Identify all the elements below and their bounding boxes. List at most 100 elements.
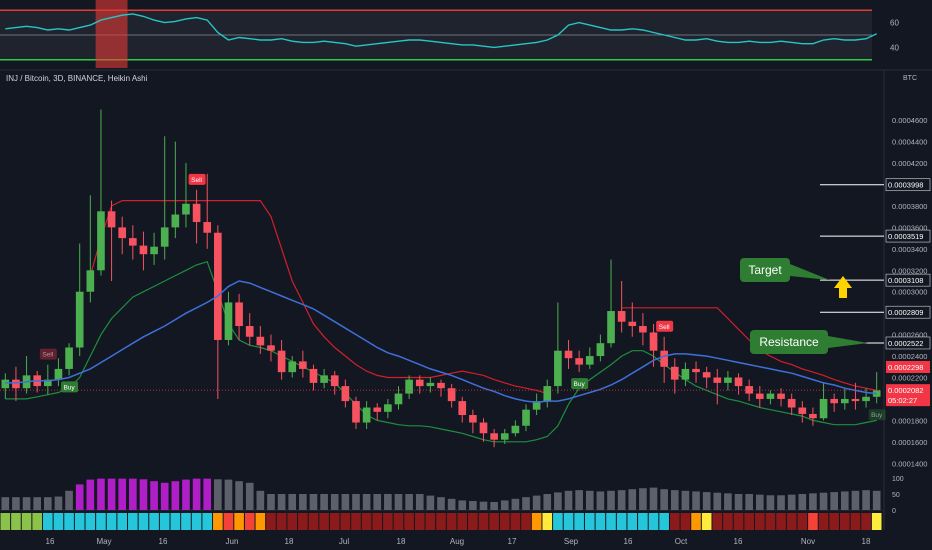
x-tick-label: 16 <box>734 537 743 546</box>
volume-bar <box>575 490 583 510</box>
state-cell <box>457 513 468 530</box>
state-cell <box>393 513 404 530</box>
candle-body <box>160 227 169 247</box>
candle-body <box>309 368 318 383</box>
candle-body <box>171 214 180 228</box>
volume-bar <box>798 494 807 510</box>
volume-bar <box>639 488 647 510</box>
candle-body <box>118 227 127 239</box>
candle-body <box>596 343 605 357</box>
state-cell <box>170 513 181 530</box>
volume-bar <box>628 489 637 510</box>
callout-label: Target <box>748 263 782 277</box>
state-cell <box>871 513 882 530</box>
price-tick-label: 0.0002200 <box>892 374 927 383</box>
price-tick-label: 0.0001400 <box>892 459 927 468</box>
volume-bar <box>819 492 828 510</box>
state-cell <box>468 513 478 530</box>
candle-body <box>522 409 530 426</box>
volume-bar <box>43 497 52 510</box>
signal-label: Buy <box>63 384 75 391</box>
candle-body <box>681 368 690 380</box>
state-cell <box>361 513 372 530</box>
state-cell <box>850 513 861 530</box>
x-tick-label: 18 <box>397 537 406 546</box>
state-cell <box>383 513 393 530</box>
candle-body <box>341 386 350 402</box>
candle-body <box>203 222 212 233</box>
volume-bar <box>150 481 158 510</box>
candle-body <box>394 393 403 405</box>
candle-body <box>352 401 360 423</box>
volume-bar <box>564 490 573 510</box>
candle-body <box>702 372 711 378</box>
candle-body <box>830 398 839 404</box>
volume-bar <box>75 484 84 510</box>
volume-bar <box>777 495 785 510</box>
signal-label: Sell <box>191 177 202 184</box>
candle-body <box>384 404 392 412</box>
state-cell <box>691 513 701 530</box>
candle-body <box>692 368 700 373</box>
price-tag-label: 0.0002082 <box>888 386 923 395</box>
state-cell <box>287 513 298 530</box>
candle-body <box>851 398 860 402</box>
volume-bar <box>851 490 860 510</box>
state-cell <box>159 513 170 530</box>
callout-0 <box>740 258 830 282</box>
price-tick-label: 0.0003800 <box>892 202 927 211</box>
candle-body <box>500 433 509 440</box>
volume-bar <box>394 494 403 510</box>
volume-bar <box>139 479 148 510</box>
volume-bar <box>670 490 679 510</box>
candle-body <box>787 398 796 408</box>
x-tick-label: 18 <box>862 537 871 546</box>
volume-bar <box>320 494 328 510</box>
volume-bar <box>596 491 605 510</box>
countdown-label: 05:02:27 <box>888 396 917 405</box>
volume-bar <box>171 481 180 510</box>
volume-bar <box>617 490 626 510</box>
volume-bar <box>840 491 849 510</box>
callout-label: Resistance <box>759 335 819 349</box>
volume-bar <box>660 489 668 510</box>
price-tick-label: 0.0001600 <box>892 438 927 447</box>
volume-bar <box>12 497 20 510</box>
volume-bar <box>373 494 382 510</box>
candle-body <box>809 413 817 419</box>
price-tick-label: 0.0004200 <box>892 159 927 168</box>
state-cell <box>627 513 638 530</box>
volume-bar <box>745 494 753 510</box>
signal-badge <box>61 381 79 393</box>
volume-bar <box>437 497 445 510</box>
trailing-stop-down <box>89 200 877 395</box>
state-cell <box>96 513 106 530</box>
candle-body <box>1 379 10 389</box>
candle-body <box>288 361 297 373</box>
volume-bar <box>405 494 413 510</box>
volume-bar <box>734 494 743 510</box>
candle-body <box>235 302 243 327</box>
candle-body <box>819 398 828 419</box>
level-tag <box>885 178 931 192</box>
price-tick-label: 0.0003200 <box>892 266 927 275</box>
osc-line <box>5 13 877 49</box>
state-cell <box>202 513 213 530</box>
volume-bar <box>766 495 775 510</box>
x-tick-label: Nov <box>801 537 815 546</box>
state-cell <box>74 513 85 530</box>
state-cell <box>744 513 754 530</box>
volume-bar <box>500 500 509 510</box>
volume-bar <box>203 478 212 510</box>
volume-bar <box>54 496 63 510</box>
state-cell <box>128 513 138 530</box>
candle-body <box>277 350 286 373</box>
price-tick-label: 0.0003600 <box>892 223 927 232</box>
volume-bar <box>256 490 265 510</box>
candle-body <box>139 245 148 255</box>
candle-body <box>150 246 158 255</box>
state-cell <box>648 513 659 530</box>
price-tag <box>886 360 930 373</box>
volume-bar <box>862 490 870 510</box>
